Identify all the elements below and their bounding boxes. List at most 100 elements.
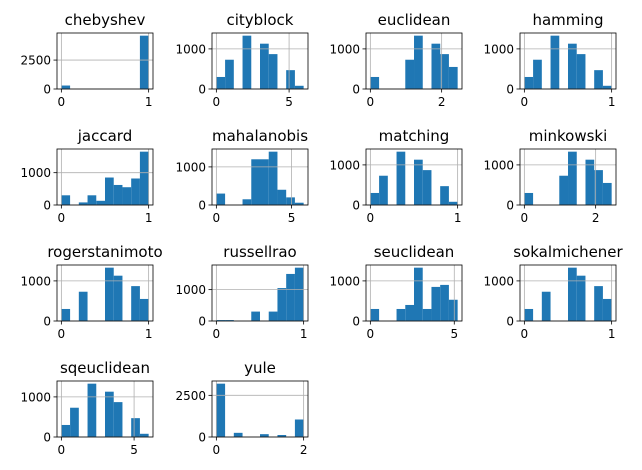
bar bbox=[78, 291, 88, 321]
bar bbox=[594, 170, 603, 205]
bar bbox=[286, 197, 295, 205]
x-tick-label: 0 bbox=[58, 327, 66, 341]
x-tick-label: 1 bbox=[145, 95, 153, 109]
bar bbox=[131, 286, 140, 321]
bar bbox=[370, 76, 380, 89]
y-tick-label: 0 bbox=[198, 431, 206, 445]
bar bbox=[268, 151, 278, 205]
y-tick-label: 1000 bbox=[175, 42, 206, 56]
bar bbox=[414, 159, 423, 205]
bar bbox=[131, 418, 140, 437]
x-tick-label: 5 bbox=[130, 443, 138, 457]
x-tick-label: 0 bbox=[367, 211, 375, 225]
y-tick-label: 0 bbox=[43, 83, 51, 97]
x-tick-label: 0 bbox=[213, 211, 221, 225]
bar bbox=[242, 199, 252, 205]
x-tick-label: 0 bbox=[58, 211, 66, 225]
bar bbox=[576, 54, 586, 89]
bar bbox=[594, 286, 603, 321]
y-tick-label: 0 bbox=[506, 315, 514, 329]
bar bbox=[277, 435, 287, 437]
y-tick-label: 0 bbox=[43, 315, 51, 329]
y-tick-label: 1000 bbox=[20, 166, 51, 180]
bar bbox=[286, 70, 295, 89]
chart-title: seuclidean bbox=[374, 243, 455, 261]
x-tick-label: 5 bbox=[288, 211, 296, 225]
bar bbox=[568, 267, 577, 321]
bar bbox=[277, 288, 287, 321]
bar bbox=[113, 184, 123, 205]
bar bbox=[251, 311, 260, 321]
bar bbox=[602, 85, 612, 89]
bar bbox=[113, 275, 123, 321]
bar bbox=[216, 76, 226, 89]
y-tick-label: 0 bbox=[352, 315, 360, 329]
bar bbox=[576, 275, 586, 321]
bar bbox=[139, 298, 149, 321]
bar bbox=[139, 151, 149, 205]
bar bbox=[139, 433, 149, 437]
chart-title: mahalanobis bbox=[212, 127, 308, 145]
bar bbox=[139, 35, 149, 89]
bar bbox=[550, 35, 560, 89]
bar bbox=[268, 311, 278, 321]
axes-frame bbox=[56, 32, 154, 90]
bar bbox=[61, 85, 71, 89]
bar bbox=[242, 35, 252, 89]
x-tick-label: 2 bbox=[592, 211, 600, 225]
y-tick-label: 1000 bbox=[483, 158, 514, 172]
x-tick-label: 5 bbox=[450, 327, 458, 341]
y-tick-label: 1000 bbox=[483, 274, 514, 288]
bar bbox=[524, 76, 534, 89]
bar bbox=[559, 175, 569, 205]
chart-title: rogerstanimoto bbox=[47, 243, 162, 261]
bar bbox=[379, 175, 388, 205]
y-tick-label: 1000 bbox=[175, 283, 206, 297]
chart-title: chebyshev bbox=[65, 11, 146, 29]
y-tick-label: 0 bbox=[198, 83, 206, 97]
bar bbox=[96, 200, 105, 205]
y-tick-label: 0 bbox=[352, 83, 360, 97]
bar bbox=[216, 193, 226, 205]
bar bbox=[396, 308, 406, 321]
bar bbox=[286, 273, 295, 321]
x-tick-label: 0 bbox=[213, 327, 221, 341]
bar bbox=[105, 267, 114, 321]
bar bbox=[414, 35, 423, 89]
axes-frame bbox=[211, 32, 309, 90]
bar bbox=[105, 177, 114, 205]
axes-frame bbox=[56, 264, 154, 322]
axes-frame bbox=[211, 380, 309, 438]
bar bbox=[370, 308, 380, 321]
bar bbox=[440, 186, 449, 205]
y-tick-label: 0 bbox=[198, 315, 206, 329]
x-tick-label: 0 bbox=[58, 443, 66, 457]
y-tick-label: 0 bbox=[506, 199, 514, 213]
axes-frame bbox=[365, 264, 463, 322]
y-tick-label: 1000 bbox=[329, 158, 360, 172]
x-tick-label: 0 bbox=[521, 211, 529, 225]
x-tick-label: 5 bbox=[285, 95, 293, 109]
bar bbox=[61, 424, 71, 437]
bar bbox=[70, 407, 79, 437]
x-tick-label: 0 bbox=[367, 327, 375, 341]
bar bbox=[448, 201, 458, 205]
bar bbox=[568, 151, 577, 205]
chart-title: minkowski bbox=[529, 127, 608, 145]
axes-frame bbox=[56, 380, 154, 438]
bar bbox=[78, 202, 88, 205]
bar bbox=[431, 43, 441, 89]
bar bbox=[568, 43, 577, 89]
y-tick-label: 2500 bbox=[20, 54, 51, 68]
x-tick-label: 0 bbox=[367, 95, 375, 109]
axes-frame bbox=[211, 264, 309, 322]
bar bbox=[260, 43, 269, 89]
y-tick-label: 0 bbox=[43, 199, 51, 213]
x-tick-label: 0 bbox=[213, 95, 221, 109]
bar bbox=[370, 192, 380, 205]
chart-title: yule bbox=[244, 359, 276, 377]
bar bbox=[405, 304, 414, 321]
y-tick-label: 0 bbox=[43, 431, 51, 445]
bar bbox=[113, 402, 123, 437]
